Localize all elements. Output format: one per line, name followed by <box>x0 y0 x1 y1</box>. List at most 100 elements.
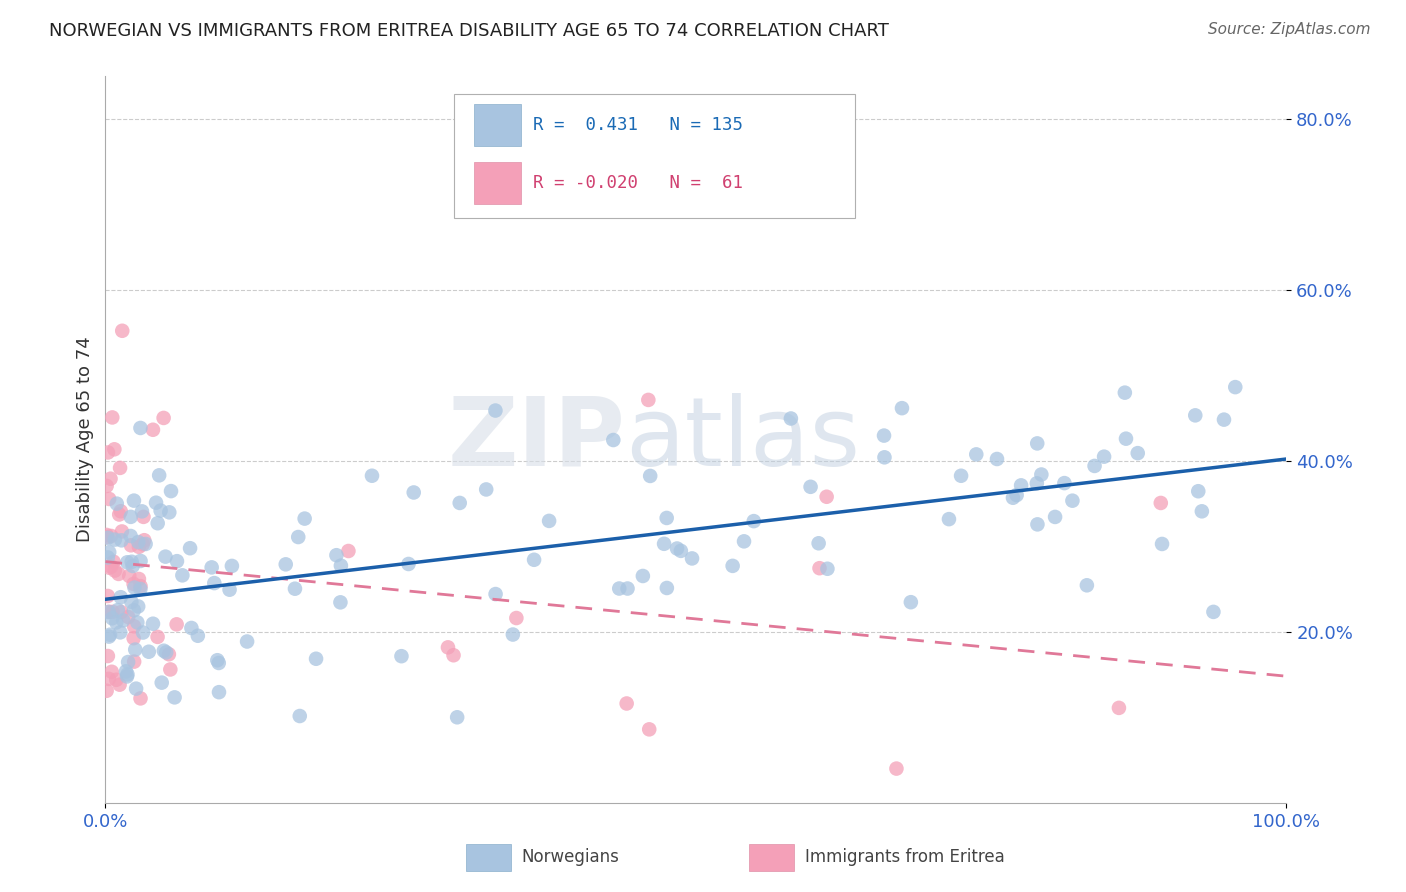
Point <box>101 611 124 625</box>
Point <box>96 683 118 698</box>
Point <box>655 511 678 525</box>
Point <box>97 589 120 603</box>
Point <box>104 564 127 578</box>
Point <box>1092 450 1115 464</box>
Point <box>135 537 157 551</box>
Point <box>98 605 121 619</box>
Point <box>402 485 425 500</box>
Point <box>1031 467 1053 482</box>
Point <box>305 652 328 666</box>
Point <box>98 560 121 574</box>
Point <box>294 511 316 525</box>
Point <box>138 645 160 659</box>
Point <box>1150 496 1173 510</box>
Point <box>166 554 188 568</box>
Point <box>505 611 527 625</box>
Point <box>325 548 347 562</box>
Point <box>105 673 128 687</box>
Point <box>900 595 922 609</box>
Point <box>100 529 122 543</box>
Point <box>201 560 224 574</box>
Point <box>98 630 121 644</box>
Point <box>681 551 703 566</box>
Point <box>129 691 152 706</box>
Point <box>101 410 124 425</box>
Point <box>1001 491 1024 505</box>
Point <box>1202 605 1225 619</box>
Point <box>129 421 152 435</box>
Point <box>122 631 145 645</box>
Point <box>96 479 118 493</box>
Point <box>98 491 121 506</box>
Point <box>446 710 468 724</box>
Text: NORWEGIAN VS IMMIGRANTS FROM ERITREA DISABILITY AGE 65 TO 74 CORRELATION CHART: NORWEGIAN VS IMMIGRANTS FROM ERITREA DIS… <box>49 22 889 40</box>
Point <box>1043 510 1066 524</box>
Point <box>329 558 352 573</box>
Point <box>284 582 307 596</box>
Point <box>886 762 908 776</box>
Point <box>208 656 231 670</box>
FancyBboxPatch shape <box>474 104 522 146</box>
Point <box>132 537 155 551</box>
Point <box>398 557 420 571</box>
Point <box>808 561 831 575</box>
Point <box>637 392 659 407</box>
Point <box>110 591 132 605</box>
Point <box>437 640 460 655</box>
Point <box>800 480 823 494</box>
Point <box>146 516 169 531</box>
Point <box>97 672 120 686</box>
Point <box>122 603 145 617</box>
Point <box>616 697 638 711</box>
Point <box>124 642 146 657</box>
Point <box>1010 478 1032 492</box>
Point <box>110 504 132 518</box>
Point <box>159 663 181 677</box>
Point <box>111 524 134 539</box>
Point <box>891 401 914 416</box>
Point <box>115 669 138 683</box>
Point <box>120 529 142 543</box>
Point <box>1108 701 1130 715</box>
Point <box>815 490 838 504</box>
Point <box>120 595 142 609</box>
FancyBboxPatch shape <box>465 844 510 871</box>
Point <box>1026 517 1049 532</box>
Point <box>96 528 118 542</box>
Point <box>96 530 118 544</box>
Point <box>131 504 153 518</box>
Point <box>202 576 225 591</box>
Point <box>1053 476 1076 491</box>
Point <box>105 497 128 511</box>
Point <box>117 655 139 669</box>
Text: Immigrants from Eritrea: Immigrants from Eritrea <box>804 848 1004 866</box>
Point <box>1076 578 1098 592</box>
Text: R = -0.020   N =  61: R = -0.020 N = 61 <box>533 175 742 193</box>
Point <box>950 468 973 483</box>
Point <box>391 649 413 664</box>
Point <box>112 614 135 628</box>
Point <box>129 582 152 596</box>
Point <box>1191 504 1213 518</box>
Point <box>110 533 132 548</box>
Point <box>122 655 145 669</box>
Point <box>502 627 524 641</box>
Point <box>1005 488 1028 502</box>
Point <box>221 558 243 573</box>
Point <box>1062 493 1084 508</box>
Point <box>329 595 352 609</box>
Point <box>1184 409 1206 423</box>
Point <box>152 411 174 425</box>
Point <box>523 553 546 567</box>
Point <box>121 555 143 569</box>
Point <box>938 512 960 526</box>
Point <box>172 568 194 582</box>
Point <box>274 558 297 572</box>
FancyBboxPatch shape <box>454 94 855 218</box>
Text: Norwegians: Norwegians <box>522 848 619 866</box>
Point <box>180 621 202 635</box>
Point <box>166 617 188 632</box>
Point <box>475 483 498 497</box>
Point <box>142 423 165 437</box>
Point <box>117 610 139 624</box>
